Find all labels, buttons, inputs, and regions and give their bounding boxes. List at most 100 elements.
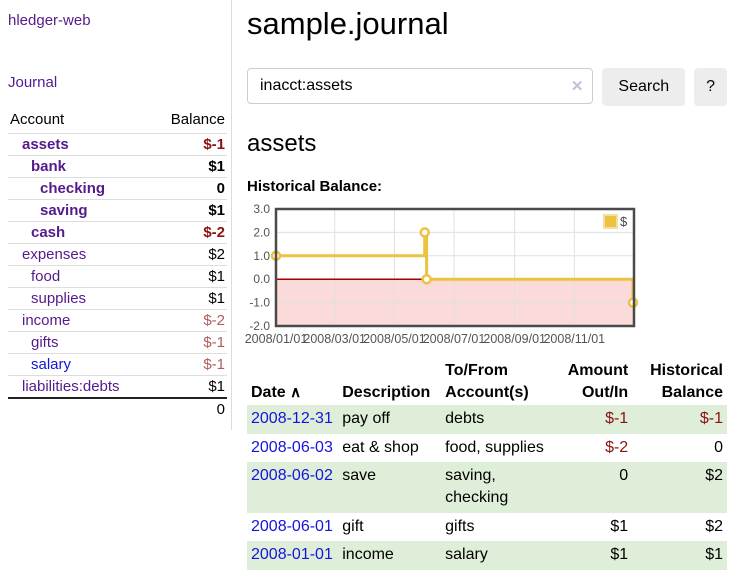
account-balance: $-2 (152, 309, 227, 332)
transaction-description: save (342, 467, 377, 485)
account-link-checking[interactable]: checking (40, 180, 106, 197)
account-row: checking 0 (8, 177, 227, 200)
transaction-description: income (342, 546, 394, 564)
brand-link[interactable]: hledger-web (8, 12, 91, 29)
svg-text:2.0: 2.0 (253, 225, 270, 239)
transaction-balance: $1 (705, 546, 723, 564)
account-balance: $-1 (152, 331, 227, 354)
register-header-row: Date ∧ Description To/From Account(s) Am… (247, 358, 727, 405)
account-balance: $-1 (152, 133, 227, 156)
accounts-total-value: 0 (152, 397, 227, 420)
account-balance: $2 (152, 243, 227, 266)
transaction-row: 2008-06-02 save saving, checking 0 $2 (247, 462, 727, 513)
account-link-salary[interactable]: salary (31, 356, 72, 373)
clear-search-icon[interactable]: ✕ (570, 78, 584, 95)
account-link-gifts[interactable]: gifts (31, 334, 59, 351)
svg-text:-1.0: -1.0 (249, 296, 270, 310)
transaction-description: pay off (342, 410, 390, 428)
transaction-description: eat & shop (342, 438, 419, 456)
accounts-total-row: 0 (8, 397, 227, 420)
sidebar: hledger-web Journal Account Balance asse… (0, 0, 232, 430)
account-balance: $-1 (152, 353, 227, 376)
main-content: sample.journal ✕ Search ? assets Histori… (232, 0, 727, 570)
search-input[interactable] (247, 68, 594, 104)
account-row: gifts $-1 (8, 331, 227, 354)
chart-title: Historical Balance: (247, 178, 383, 195)
svg-text:0.0: 0.0 (253, 272, 270, 286)
search-form: ✕ Search ? (247, 68, 727, 106)
account-link-bank[interactable]: bank (31, 158, 67, 175)
account-link-income[interactable]: income (22, 312, 71, 329)
account-balance: $1 (152, 155, 227, 178)
page-title: sample.journal (247, 6, 449, 41)
svg-text:2008/11/01: 2008/11/01 (543, 332, 605, 346)
balance-column-header: Balance (170, 111, 225, 128)
accounts-table: Account Balance assets $-1 bank $1 check… (8, 108, 227, 420)
transaction-accounts: food, supplies (445, 438, 544, 456)
transaction-date-link[interactable]: 2008-06-03 (251, 438, 333, 456)
journal-link[interactable]: Journal (8, 74, 58, 91)
transaction-date-link[interactable]: 2008-01-01 (251, 546, 333, 564)
transaction-balance: $2 (705, 467, 723, 485)
transaction-row: 2008-12-31 pay off debts $-1 $-1 (247, 405, 727, 434)
transaction-balance: 0 (714, 438, 723, 456)
help-button[interactable]: ? (694, 68, 727, 106)
search-button[interactable]: Search (602, 68, 686, 106)
account-balance: $1 (152, 287, 227, 310)
transaction-row: 2008-01-01 income salary $1 $1 (247, 541, 727, 570)
transaction-accounts: salary (445, 546, 488, 564)
transaction-accounts: debts (445, 410, 485, 428)
account-link-expenses[interactable]: expenses (22, 246, 87, 263)
account-link-liabilities-debts[interactable]: liabilities:debts (22, 378, 120, 395)
transaction-balance: $-1 (699, 410, 723, 428)
accounts-header-row: Account Balance (8, 108, 227, 134)
description-column-header: Description (342, 383, 431, 401)
account-link-food[interactable]: food (31, 268, 61, 285)
account-column-header: Account (10, 111, 65, 128)
account-balance: 0 (152, 177, 227, 200)
transaction-date-link[interactable]: 2008-06-02 (251, 467, 333, 485)
account-row: saving $1 (8, 199, 227, 222)
accounts-column-header: To/From Account(s) (445, 362, 529, 401)
account-heading: assets (247, 130, 317, 157)
svg-text:$: $ (620, 214, 628, 229)
transaction-date-link[interactable]: 2008-06-01 (251, 517, 333, 535)
account-link-supplies[interactable]: supplies (31, 290, 87, 307)
account-balance: $-2 (152, 221, 227, 244)
transaction-row: 2008-06-03 eat & shop food, supplies $-2… (247, 434, 727, 463)
account-row: food $1 (8, 265, 227, 288)
svg-text:1.0: 1.0 (253, 249, 270, 263)
account-row: income $-2 (8, 309, 227, 332)
account-balance: $1 (152, 199, 227, 222)
account-row: assets $-1 (8, 133, 227, 156)
amount-column-header: Amount Out/In (567, 362, 629, 401)
transaction-amount: $1 (610, 517, 629, 535)
account-row: bank $1 (8, 155, 227, 178)
transaction-accounts: saving, checking (445, 467, 509, 506)
svg-text:2008/05/01: 2008/05/01 (363, 332, 426, 346)
sort-ascending-icon: ∧ (290, 383, 302, 401)
account-link-cash[interactable]: cash (31, 224, 66, 241)
svg-text:2008/07/01: 2008/07/01 (423, 332, 486, 346)
account-link-saving[interactable]: saving (40, 202, 88, 219)
svg-text:2008/09/01: 2008/09/01 (483, 332, 546, 346)
transaction-accounts: gifts (445, 517, 475, 535)
svg-text:2008/01/01: 2008/01/01 (245, 332, 308, 346)
transaction-description: gift (342, 517, 364, 535)
page: hledger-web Journal Account Balance asse… (0, 0, 727, 570)
svg-text:-2.0: -2.0 (249, 319, 270, 333)
transaction-balance: $2 (705, 517, 723, 535)
date-column-header[interactable]: Date ∧ (251, 383, 302, 401)
transaction-row: 2008-06-01 gift gifts $1 $2 (247, 513, 727, 542)
svg-text:2008/03/01: 2008/03/01 (303, 332, 366, 346)
transaction-amount: $-2 (605, 438, 629, 456)
svg-text:3.0: 3.0 (253, 204, 270, 216)
historical-balance-chart: $3.0 2.0 1.0 0.0 -1.0 -2.0 2008/01/01 2008/03/0… (242, 202, 727, 352)
account-link-assets[interactable]: assets (22, 136, 69, 153)
account-balance: $1 (152, 375, 227, 398)
register-table: Date ∧ Description To/From Account(s) Am… (247, 358, 727, 570)
account-row: supplies $1 (8, 287, 227, 310)
transaction-amount: 0 (619, 467, 629, 485)
account-balance: $1 (152, 265, 227, 288)
transaction-date-link[interactable]: 2008-12-31 (251, 410, 333, 428)
